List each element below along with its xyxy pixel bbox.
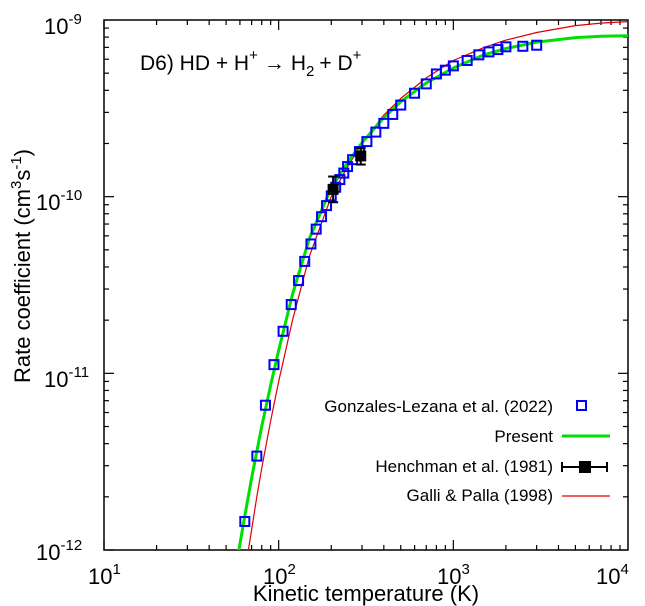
gonzales-point [447,60,459,72]
gonzales-point [473,49,485,61]
plot-frame [103,19,629,551]
gonzales-point [299,255,311,267]
gonzales-point [531,39,543,51]
galli-palla-line [247,21,628,550]
gonzales-point [259,399,271,411]
gonzales-point [409,87,421,99]
henchman-point [327,183,339,195]
legend-label-gonzales: Gonzales-Lezana et al. (2022) [324,397,553,416]
gonzales-point [461,54,473,66]
present-line [237,34,628,550]
gonzales-point [277,325,289,337]
gonzales-point [492,44,504,56]
gonzales-point [378,117,390,129]
x-tick-label-1e1: 101 [88,561,121,589]
legend-marker-henchman [579,461,591,473]
x-tick-label-1e2: 102 [263,561,296,589]
legend-marker-gonzales [576,400,587,411]
gonzales-point [310,223,322,235]
legend-label-henchman: Henchman et al. (1981) [375,457,553,476]
gonzales-point [500,41,512,53]
gonzales-point [293,275,305,287]
gonzales-point [395,99,407,111]
gonzales-point [361,136,373,148]
y-tick-label-1e-10: 10-10 [36,187,82,215]
y-tick-label-1e-9: 10-9 [44,11,82,39]
gonzales-point [285,299,297,311]
x-tick-label-1e4: 104 [596,561,629,589]
gonzales-point [387,108,399,120]
x-tick-label-1e3: 103 [437,561,470,589]
y-axis-label: Rate coefficient (cm3s-1) [8,149,35,383]
legend-label-present: Present [494,427,553,446]
gonzales-point [305,238,317,250]
y-tick-label-1e-11: 10-11 [44,364,89,392]
gonzales-point [517,40,529,52]
legend: Gonzales-Lezana et al. (2022) Present He… [324,397,610,505]
reaction-annotation: D6) HD + H+ → H2 + D+ [140,47,362,80]
gonzales-point [370,126,382,138]
ticks-layer [103,20,628,551]
x-axis-label: Kinetic temperature (K) [253,581,479,606]
gonzales-point [251,450,263,462]
data-layer [237,21,628,550]
y-tick-label-1e-12: 10-12 [36,537,82,565]
gonzales-point [316,211,328,223]
gonzales-point [420,78,432,90]
errorbar-layer [327,147,367,204]
gonzales-point [268,359,280,371]
legend-label-galli: Galli & Palla (1998) [407,486,553,505]
gonzales-point [239,515,251,527]
henchman-point [355,150,367,162]
